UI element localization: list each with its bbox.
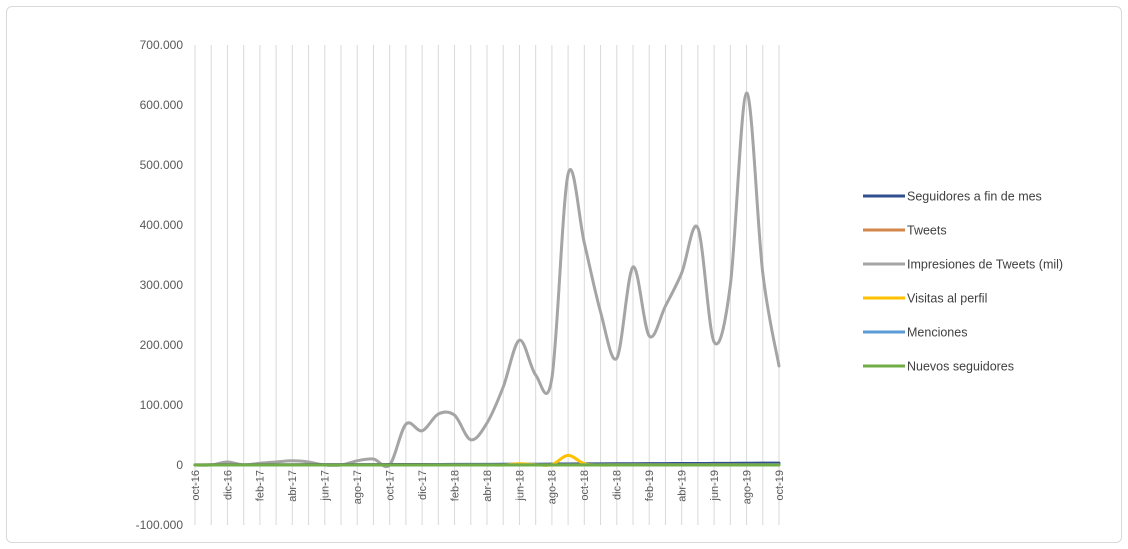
chart-frame: -100.000 0 100.000 200.000 300.000 400.000 500… bbox=[6, 6, 1122, 543]
x-tick-label: abr-19 bbox=[677, 470, 689, 502]
legend-label-impresiones-de-tweets-mil: Impresiones de Tweets (mil) bbox=[907, 258, 1063, 272]
y-axis-tick-labels: -100.000 0 100.000 200.000 300.000 400.000 500… bbox=[136, 38, 184, 532]
y-tick-label: 500.000 bbox=[140, 158, 184, 172]
x-tick-label: feb-19 bbox=[644, 470, 656, 501]
x-axis-tick-labels: oct-16 dic-16 feb-17 abr-17 jun-17 ago-17 oct-… bbox=[190, 470, 786, 504]
x-tick-label: ago-18 bbox=[547, 470, 559, 504]
y-tick-label: 300.000 bbox=[140, 278, 184, 292]
x-tick-label: ago-17 bbox=[352, 470, 364, 504]
y-tick-label: 700.000 bbox=[140, 38, 184, 52]
legend-label-menciones: Menciones bbox=[907, 326, 967, 340]
x-tick-label: ago-19 bbox=[741, 470, 753, 504]
x-tick-label: jun-17 bbox=[320, 470, 332, 502]
legend-label-nuevos-seguidores: Nuevos seguidores bbox=[907, 360, 1014, 374]
line-chart: -100.000 0 100.000 200.000 300.000 400.000 500… bbox=[136, 38, 1063, 532]
x-tick-label: oct-17 bbox=[385, 470, 397, 501]
y-tick-label: 400.000 bbox=[140, 218, 184, 232]
x-tick-label: dic-18 bbox=[612, 470, 624, 500]
x-tick-label: abr-17 bbox=[287, 470, 299, 502]
gridlines bbox=[194, 45, 780, 525]
x-tick-label: jun-19 bbox=[709, 470, 721, 502]
legend-label-visitas-al-perfil: Visitas al perfil bbox=[907, 292, 987, 306]
x-tick-label: feb-17 bbox=[255, 470, 267, 501]
legend: Seguidores a fin de mes Tweets Impresiones… bbox=[863, 190, 1063, 374]
y-tick-label: -100.000 bbox=[136, 518, 184, 532]
x-tick-label: feb-18 bbox=[449, 470, 461, 501]
series-line-impresiones-de-tweets-mil bbox=[193, 91, 781, 469]
x-tick-label: oct-18 bbox=[579, 470, 591, 501]
y-tick-label: 0 bbox=[176, 458, 183, 472]
y-tick-label: 200.000 bbox=[140, 338, 184, 352]
series-lines bbox=[193, 91, 781, 469]
x-tick-label: oct-16 bbox=[190, 470, 202, 501]
y-tick-label: 600.000 bbox=[140, 98, 184, 112]
x-tick-label: jun-18 bbox=[514, 470, 526, 502]
y-tick-label: 100.000 bbox=[140, 398, 184, 412]
x-tick-label: oct-19 bbox=[774, 470, 786, 501]
x-tick-label: dic-17 bbox=[417, 470, 429, 500]
legend-label-tweets: Tweets bbox=[907, 224, 947, 238]
x-tick-label: abr-18 bbox=[482, 470, 494, 502]
x-tick-label: dic-16 bbox=[222, 470, 234, 500]
legend-label-seguidores-a-fin-de-mes: Seguidores a fin de mes bbox=[907, 190, 1042, 204]
